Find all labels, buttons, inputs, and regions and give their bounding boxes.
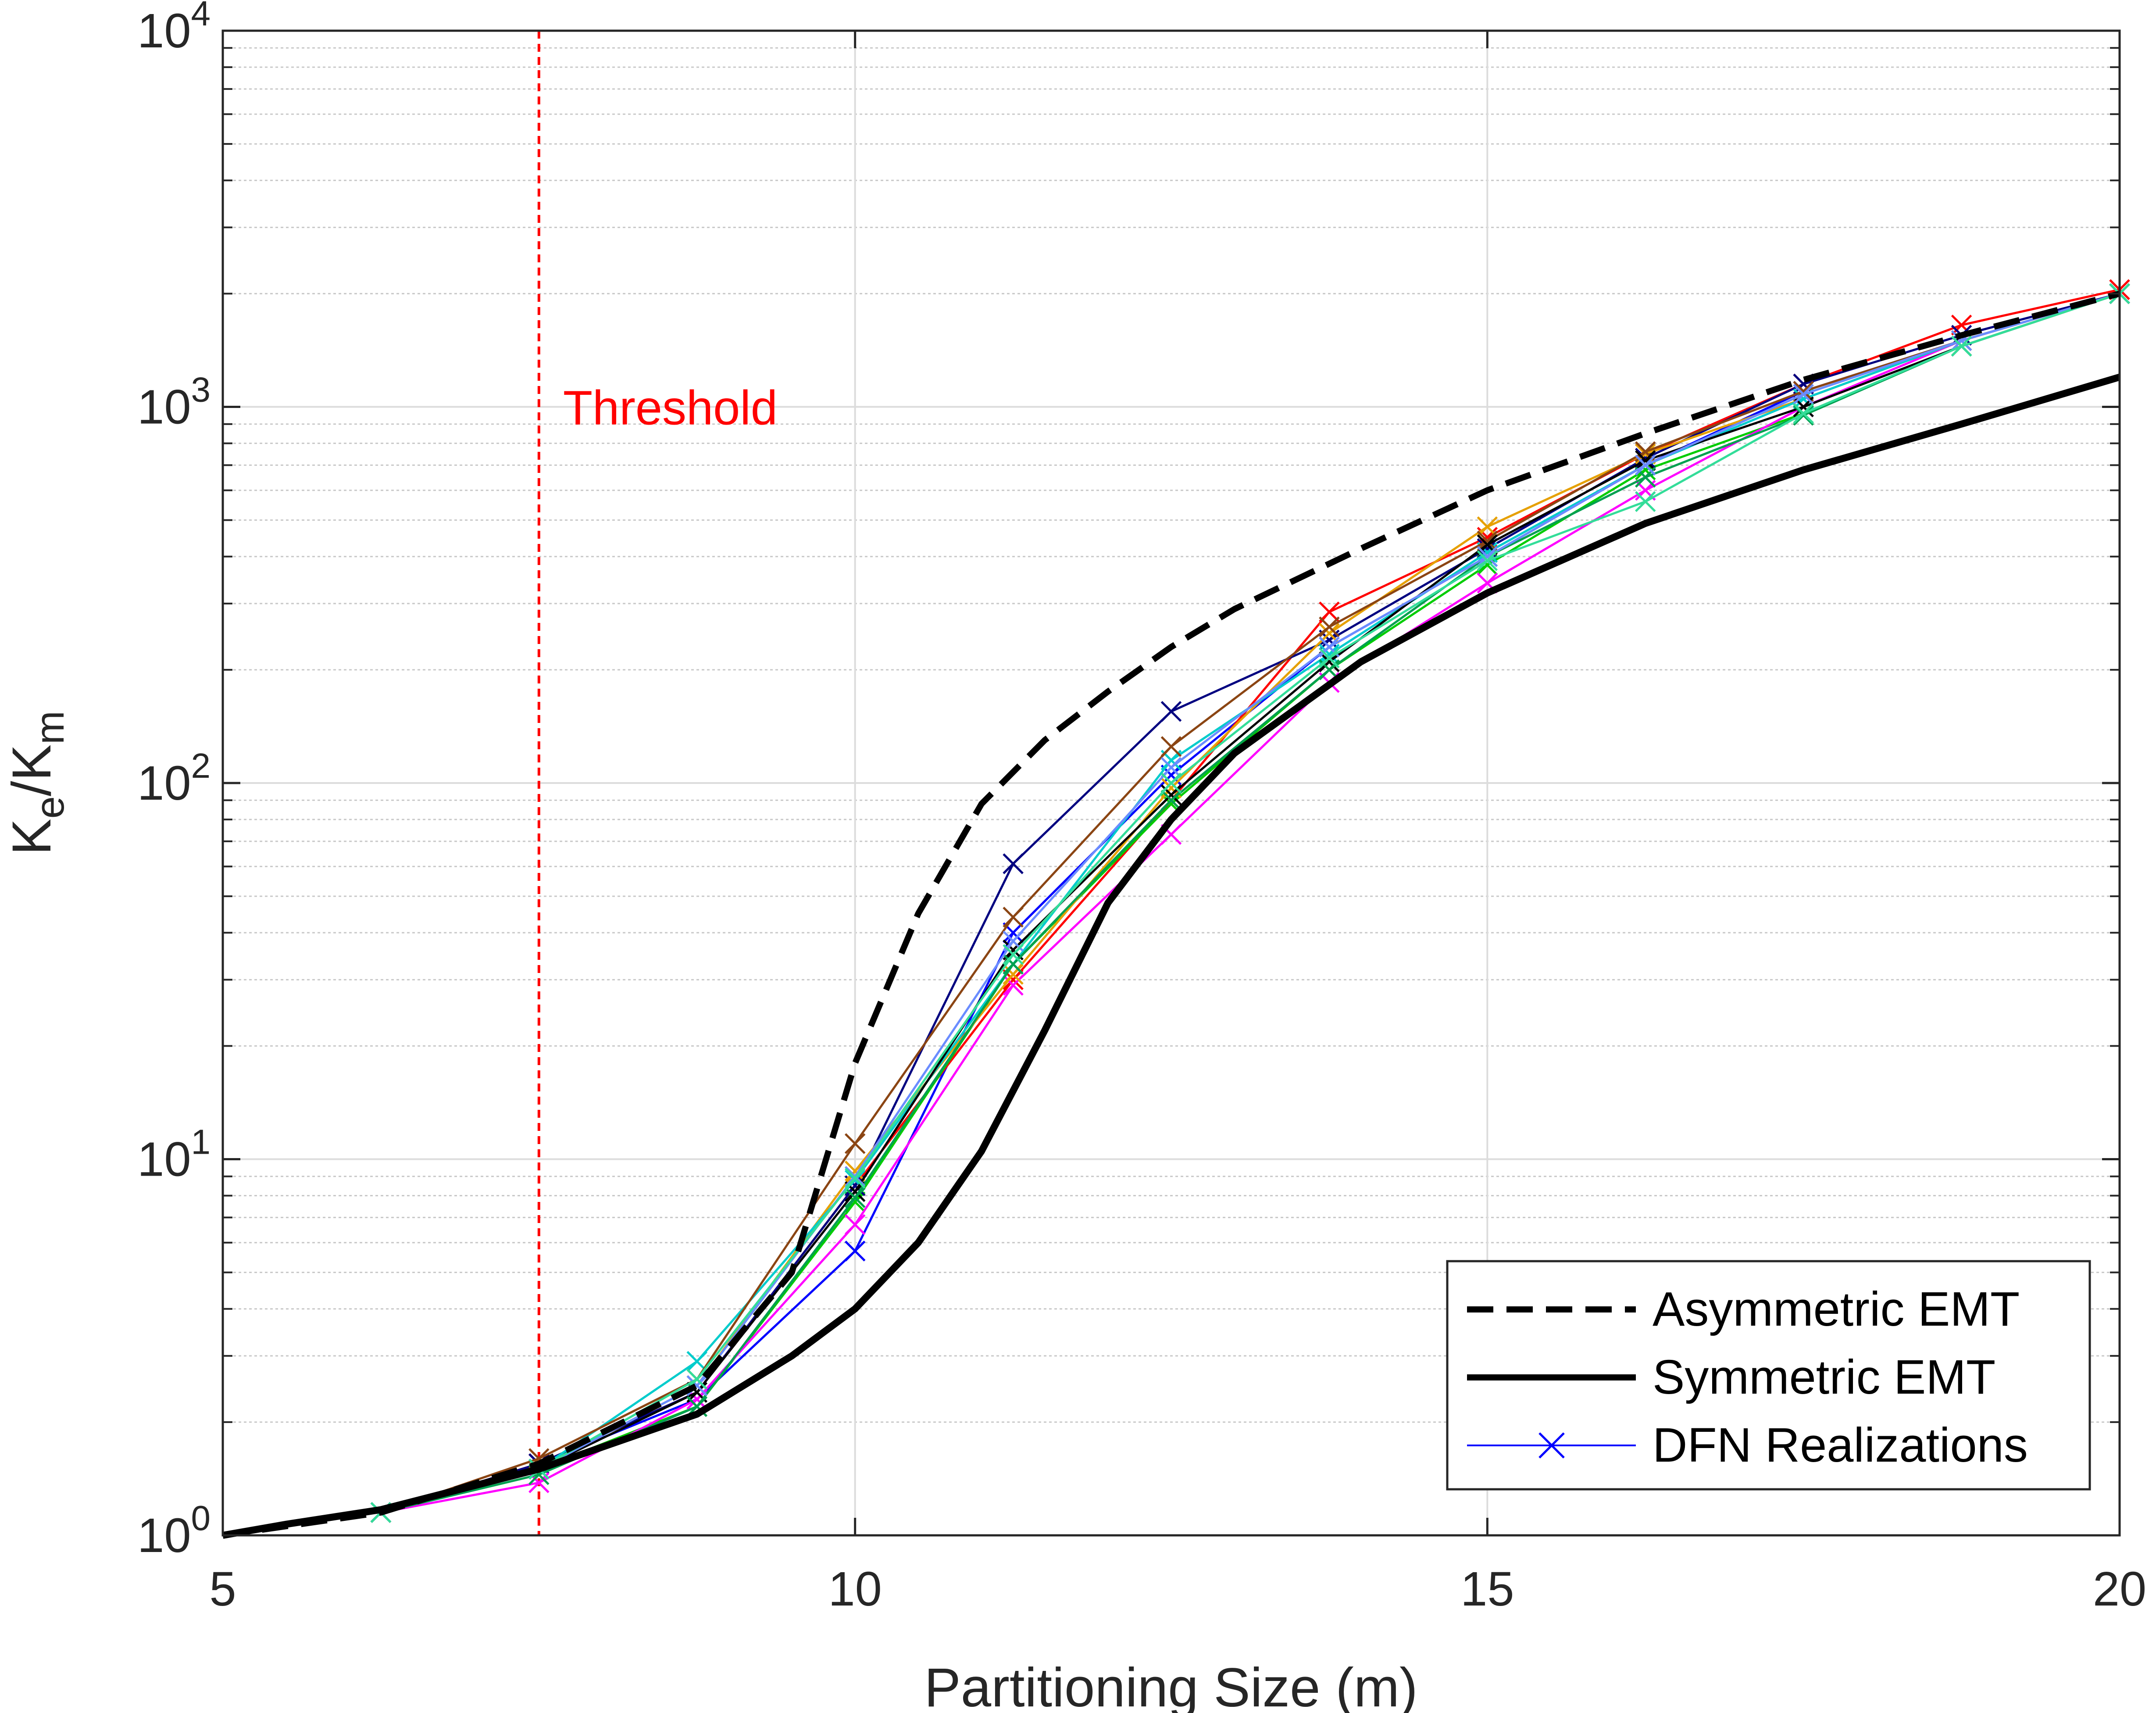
x-tick-label: 5 [209,1562,236,1616]
dfn-realization-line-8 [380,293,2120,1514]
threshold-label: Threshold [563,381,778,435]
threshold-marker: Threshold [537,31,778,1535]
dfn-marker [1635,443,1656,465]
dfn-marker [1160,701,1182,722]
dfn-marker [844,1187,866,1209]
dfn-marker [1793,403,1814,424]
dfn-realization-line-10 [380,293,2120,1514]
dfn-marker [1003,975,1024,996]
legend-marker-dfn [1538,1432,1565,1459]
asymmetric-emt-line [222,290,2120,1538]
y-tick-label: 104 [137,0,211,58]
y-tick-label: 103 [137,370,211,434]
legend-label-asymmetric: Asymmetric EMT [1653,1282,2020,1336]
dfn-marker [1003,954,1024,975]
x-axis-title: Partitioning Size (m) [924,1657,1417,1713]
y-axis-title: Ke/Km [1,711,72,855]
x-tick-label: 15 [1460,1562,1514,1616]
axis-ticks: 5 10 15 20 100 101 102 103 104 [137,0,2146,1616]
dfn-marker [1319,601,1340,622]
y-tick-label: 100 [137,1498,211,1563]
dfn-realization-line-12 [380,293,2120,1514]
dfn-marker [1003,853,1024,874]
dfn-marker [844,1214,866,1235]
legend-label-symmetric: Symmetric EMT [1653,1350,1995,1404]
dfn-marker [1319,616,1340,637]
y-tick-label: 101 [137,1123,211,1187]
dfn-marker [1477,546,1498,567]
dfn-marker [844,1160,866,1182]
dfn-marker [1160,772,1182,794]
dfn-marker [844,1133,866,1154]
dfn-marker [1160,736,1182,757]
dfn-marker [1160,790,1182,811]
dfn-realization-line-9 [380,293,2120,1514]
dfn-marker [1635,491,1656,512]
dfn-marker [1319,647,1340,669]
dfn-marker [1477,530,1498,552]
dfn-marker [1951,336,1972,357]
dfn-marker [844,1168,866,1189]
dfn-marker [1793,384,1814,405]
legend-label-dfn: DFN Realizations [1653,1418,2028,1472]
dfn-marker [1003,964,1024,985]
series-group [222,279,2130,1539]
dfn-marker [1477,550,1498,571]
dfn-marker [1160,757,1182,778]
dfn-marker [1635,454,1656,476]
dfn-realization-line-11 [380,293,2120,1514]
dfn-marker [1003,944,1024,965]
dfn-marker [1319,644,1340,665]
x-tick-label: 20 [2093,1562,2146,1616]
dfn-marker [1635,450,1656,471]
y-tick-label: 102 [137,746,211,810]
symmetric-emt-line [222,373,2121,1539]
dfn-marker [1793,404,1814,426]
dfn-marker [1319,651,1340,672]
dfn-marker [1003,906,1024,928]
x-tick-label: 10 [828,1562,882,1616]
dfn-marker [844,1241,866,1262]
legend: Asymmetric EMT Symmetric EMT DFN Realiza… [1446,1260,2091,1491]
